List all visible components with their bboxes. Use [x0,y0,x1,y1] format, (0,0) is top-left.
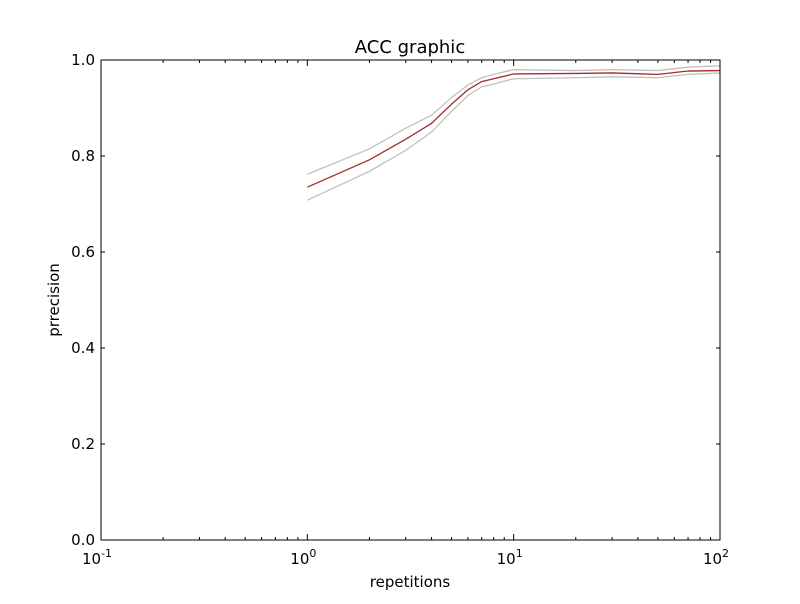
series-line-lower [307,72,721,201]
y-tick-label: 0.4 [71,339,95,357]
series-line-mean [307,69,721,188]
x-tick-label: 10-1 [82,547,112,568]
x-tick-label: 100 [290,547,316,568]
x-tick-label-exponent: 2 [722,547,729,560]
x-tick-label: 101 [497,547,523,568]
x-tick-label-base: 10 [497,550,516,568]
chart-title: ACC graphic [355,37,465,58]
y-tick-label: 0.8 [71,147,95,165]
plot-area-frame [100,59,721,541]
x-tick-label-base: 10 [82,550,101,568]
x-tick-label-exponent: -1 [101,547,112,560]
x-tick-label-exponent: 1 [516,547,523,560]
y-tick-label: 0.2 [71,435,95,453]
y-axis-label: prrecision [45,263,63,337]
x-tick-label-base: 10 [703,550,722,568]
x-tick-label: 102 [703,547,729,568]
y-tick-label: 0.0 [71,531,95,549]
x-tick-label-base: 10 [290,550,309,568]
x-axis-label: repetitions [370,573,451,591]
y-tick-label: 1.0 [71,51,95,69]
ticks-layer: 0.00.20.40.60.81.010-1 100 101 102 [71,51,729,568]
series-layer [307,65,721,201]
y-tick-label: 0.6 [71,243,95,261]
x-tick-label-exponent: 0 [309,547,316,560]
series-line-upper [307,65,721,175]
